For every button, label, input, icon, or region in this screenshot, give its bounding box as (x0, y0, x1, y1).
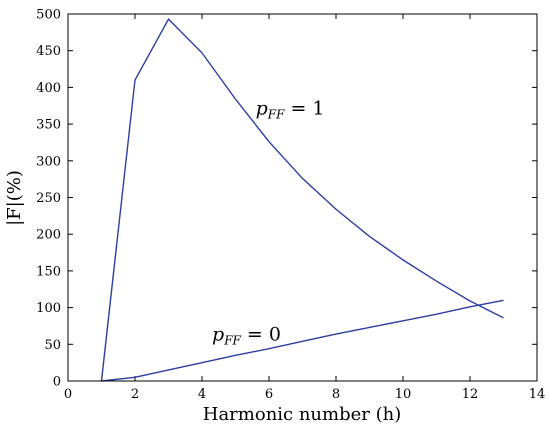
y-tick-label: 250 (36, 191, 61, 206)
x-tick-label: 2 (131, 387, 139, 402)
x-tick-label: 8 (332, 387, 340, 402)
tick-labels: 0 2 4 6 8 10 12 14 0 50 100 150 200 250 300 350 400 450 50… (36, 8, 545, 403)
y-tick-label: 150 (36, 264, 61, 279)
axis-ticks (67, 13, 538, 382)
y-tick-label: 450 (36, 44, 61, 59)
plot-frame (67, 13, 538, 382)
annotation-base: p (256, 98, 268, 120)
annotation-subscript: FF (223, 334, 241, 348)
x-tick-label: 12 (462, 387, 479, 402)
series-layer (100, 17, 504, 382)
annotation-subscript: FF (267, 108, 285, 122)
series-line-2 (101, 299, 504, 382)
x-axis-title: Harmonic number (h) (203, 404, 401, 425)
y-tick-label: 500 (36, 8, 61, 23)
annotation-2: pFF = 0 (212, 324, 281, 348)
y-tick-label: 100 (36, 301, 61, 316)
annotation-1: pFF = 1 (256, 98, 325, 122)
annotation-base: p (212, 324, 224, 346)
y-axis-title: |F|(%) (4, 170, 25, 226)
y-tick-label: 350 (36, 118, 61, 133)
y-tick-label: 300 (36, 154, 61, 169)
series-line-1 (100, 17, 504, 382)
x-tick-label: 14 (529, 387, 546, 402)
y-tick-label: 400 (36, 81, 61, 96)
x-tick-label: 4 (198, 387, 206, 402)
x-tick-label: 0 (64, 387, 72, 402)
y-tick-label: 0 (53, 375, 61, 390)
x-tick-label: 6 (265, 387, 273, 402)
annotation-rest: = 0 (241, 324, 281, 346)
annotation-rest: = 1 (284, 98, 324, 120)
y-tick-label: 50 (44, 338, 61, 353)
x-tick-label: 10 (395, 387, 412, 402)
y-tick-label: 200 (36, 228, 61, 243)
